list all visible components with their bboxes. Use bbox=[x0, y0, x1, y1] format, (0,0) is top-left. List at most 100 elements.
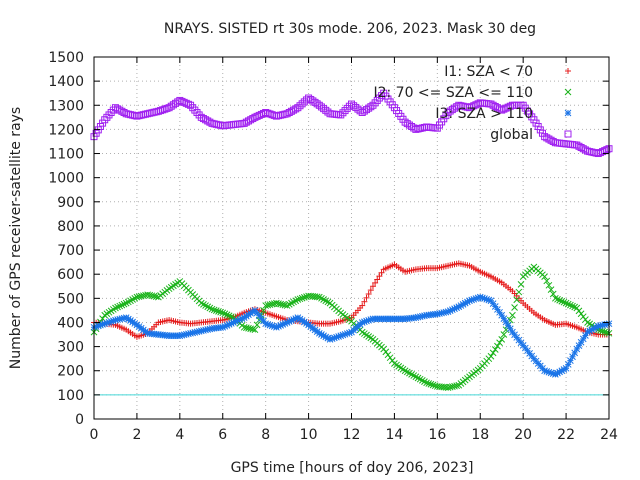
data-point bbox=[114, 105, 122, 113]
data-point bbox=[487, 352, 495, 360]
series-3 bbox=[90, 293, 613, 378]
data-point bbox=[251, 326, 259, 334]
y-tick-label: 900 bbox=[57, 195, 84, 211]
data-point bbox=[382, 348, 390, 356]
data-point bbox=[369, 283, 376, 290]
data-point bbox=[223, 311, 231, 319]
y-tick-label: 1100 bbox=[48, 147, 84, 163]
series-4 bbox=[90, 89, 613, 158]
x-tick-label: 2 bbox=[132, 427, 141, 443]
data-point bbox=[212, 307, 220, 314]
data-point bbox=[298, 100, 306, 108]
data-point bbox=[199, 115, 207, 123]
data-point bbox=[567, 301, 574, 309]
data-point bbox=[242, 118, 250, 126]
data-point bbox=[294, 104, 302, 112]
data-point bbox=[112, 304, 119, 312]
data-point bbox=[579, 313, 587, 321]
y-tick-label: 500 bbox=[57, 291, 84, 307]
y-tick-label: 1300 bbox=[48, 98, 84, 114]
data-point bbox=[283, 110, 291, 118]
data-point bbox=[491, 346, 499, 353]
data-point bbox=[365, 290, 372, 297]
data-point bbox=[489, 349, 497, 357]
data-point bbox=[300, 98, 308, 106]
data-point bbox=[562, 299, 570, 307]
data-point bbox=[554, 295, 561, 303]
data-point bbox=[367, 287, 374, 294]
chart-title: NRAYS. SISTED rt 30s mode. 206, 2023. Ma… bbox=[164, 21, 536, 37]
y-tick-label: 1200 bbox=[48, 122, 84, 138]
data-point bbox=[515, 288, 523, 296]
x-tick-label: 14 bbox=[386, 427, 404, 443]
data-point bbox=[603, 146, 611, 154]
legend-entry: I2: 70 <= SZA <= 110 bbox=[373, 85, 572, 101]
data-point bbox=[163, 104, 171, 112]
data-point bbox=[541, 133, 549, 141]
legend-entry: global bbox=[490, 127, 572, 143]
legend-label: I3: SZA > 110 bbox=[435, 106, 533, 122]
y-tick-label: 400 bbox=[57, 315, 84, 331]
data-point bbox=[260, 307, 267, 314]
data-point bbox=[455, 303, 463, 311]
legend-marker bbox=[564, 130, 572, 138]
y-tick-label: 200 bbox=[57, 364, 84, 380]
data-point bbox=[601, 328, 609, 336]
data-point bbox=[120, 300, 128, 308]
data-point bbox=[513, 296, 521, 304]
data-point bbox=[116, 106, 124, 114]
x-tick-label: 0 bbox=[90, 427, 99, 443]
legend-label: global bbox=[490, 127, 533, 143]
y-tick-label: 800 bbox=[57, 219, 84, 235]
legend-label: I2: 70 <= SZA <= 110 bbox=[373, 85, 533, 101]
data-point bbox=[552, 294, 559, 302]
y-tick-label: 300 bbox=[57, 340, 84, 356]
data-point bbox=[509, 311, 516, 319]
data-point bbox=[195, 111, 203, 119]
data-point bbox=[374, 276, 381, 283]
data-point bbox=[208, 305, 216, 313]
data-point bbox=[556, 296, 563, 304]
data-point bbox=[225, 312, 233, 320]
data-point bbox=[487, 100, 495, 108]
data-point bbox=[459, 301, 467, 308]
x-tick-label: 18 bbox=[471, 427, 489, 443]
data-point bbox=[556, 368, 563, 376]
x-tick-label: 6 bbox=[218, 427, 227, 443]
data-point bbox=[427, 380, 435, 388]
legend: I1: SZA < 70 I2: 70 <= SZA <= 110 I3: SZA … bbox=[373, 64, 572, 143]
data-point bbox=[182, 99, 190, 107]
data-point bbox=[558, 297, 566, 305]
y-axis-label: Number of GPS receiver-satellite rays bbox=[8, 107, 24, 369]
x-tick-label: 24 bbox=[600, 427, 618, 443]
data-point bbox=[298, 294, 306, 302]
data-point bbox=[361, 298, 368, 305]
data-point bbox=[152, 293, 160, 300]
series-2 bbox=[90, 263, 613, 391]
data-point bbox=[197, 113, 205, 121]
data-point bbox=[560, 298, 568, 306]
data-point bbox=[290, 106, 298, 114]
data-point bbox=[219, 309, 227, 317]
data-point bbox=[101, 116, 109, 124]
data-point bbox=[114, 303, 121, 311]
axis-ticks: 0 2 4 6 8 10 12 14 16 18 20 22 240100200300400500600… bbox=[48, 50, 618, 443]
y-tick-label: 100 bbox=[57, 388, 84, 404]
data-point bbox=[573, 141, 581, 149]
legend-marker bbox=[564, 109, 572, 117]
data-point bbox=[386, 354, 394, 362]
data-point bbox=[543, 134, 551, 142]
data-point bbox=[245, 117, 252, 125]
legend-entry: I1: SZA < 70 bbox=[444, 64, 571, 80]
data-point bbox=[217, 308, 224, 316]
data-point bbox=[296, 102, 304, 110]
data-point bbox=[215, 308, 222, 315]
y-tick-label: 1500 bbox=[48, 50, 84, 66]
x-tick-label: 8 bbox=[261, 427, 270, 443]
x-tick-label: 16 bbox=[428, 427, 446, 443]
data-point bbox=[372, 279, 379, 286]
data-point bbox=[577, 310, 585, 318]
data-point bbox=[369, 101, 377, 109]
data-point bbox=[511, 304, 518, 311]
